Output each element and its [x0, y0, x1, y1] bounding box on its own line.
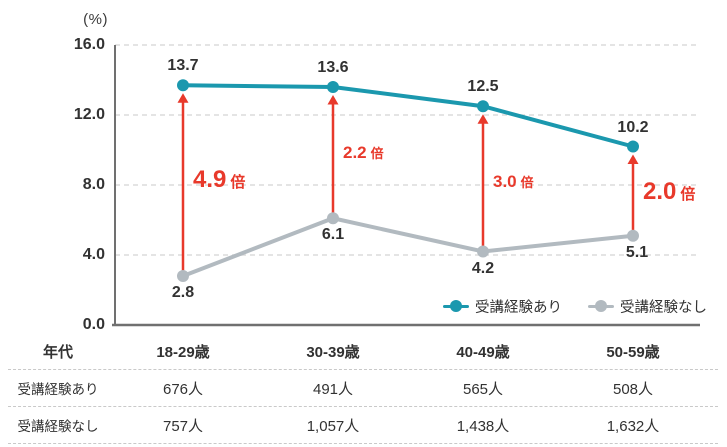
table-header-cell: 50-59歳: [606, 343, 660, 361]
data-point: [177, 270, 189, 282]
ratio-value: 3.0: [493, 172, 517, 191]
ratio-arrow-head: [327, 95, 339, 105]
table-row: 受講経験あり 676人 491人 565人 508人: [8, 370, 718, 407]
table-cell: 508人: [612, 380, 654, 398]
table-row: 受講経験なし 757人 1,057人 1,438人 1,632人: [8, 407, 718, 444]
table-cell: 565人: [462, 380, 504, 398]
y-axis-tick-label: 0.0: [82, 316, 105, 333]
series-line: [181, 83, 635, 149]
data-point: [477, 245, 489, 258]
table-header-cell: 40-49歳: [456, 343, 510, 361]
ratio-annotation: 2.0 倍: [643, 180, 695, 204]
point-value-label: 10.2: [617, 118, 649, 136]
ratio-annotation: 4.9 倍: [193, 168, 245, 192]
line-chart-canvas: [112, 44, 700, 327]
y-axis-tick-label: 8.0: [82, 176, 105, 193]
table-header-cell: 18-29歳: [156, 343, 210, 361]
series-line: [181, 216, 635, 278]
point-value-label: 2.8: [171, 284, 195, 301]
y-axis-tick-label: 12.0: [73, 106, 105, 123]
table-cell: 757人: [162, 417, 204, 435]
point-value-label: 13.6: [317, 59, 349, 76]
sample-size-table: 年代 18-29歳 30-39歳 40-49歳 50-59歳受講経験あり 676人 491人…: [8, 333, 718, 444]
ratio-suffix: 倍: [370, 146, 384, 161]
legend-line-dot-icon: [588, 300, 614, 312]
table-cell: 1,438人: [456, 417, 510, 435]
data-point: [327, 81, 339, 93]
table-row-label: 受講経験あり: [17, 382, 99, 397]
ratio-annotation: 2.2 倍: [343, 144, 384, 161]
table-cell: 1,632人: [606, 417, 660, 435]
point-value-label: 5.1: [625, 243, 649, 261]
point-value-label: 6.1: [321, 226, 345, 244]
point-value-label: 4.2: [471, 259, 495, 277]
data-point: [177, 79, 189, 92]
data-point: [627, 229, 639, 242]
legend-label: 受講経験あり: [475, 299, 562, 316]
y-axis-tick-label: 4.0: [82, 246, 105, 263]
point-value-label: 13.7: [167, 57, 199, 75]
table-cell: 676人: [162, 380, 204, 398]
table-header-cell: 30-39歳: [306, 343, 360, 361]
ratio-suffix: 倍: [520, 175, 534, 190]
data-point: [477, 100, 489, 113]
chart-legend: 受講経験あり 受講経験なし: [443, 296, 707, 316]
legend-item-with-experience: 受講経験あり: [443, 296, 562, 317]
data-point: [327, 212, 339, 225]
y-axis-tick-label: 16.0: [73, 36, 105, 53]
y-axis-unit-label: (%): [83, 11, 108, 28]
ratio-arrow-head: [477, 114, 489, 124]
legend-item-without-experience: 受講経験なし: [588, 296, 707, 317]
ratio-arrow-head: [627, 154, 639, 164]
legend-label: 受講経験なし: [620, 299, 707, 316]
table-header-row: 年代 18-29歳 30-39歳 40-49歳 50-59歳: [8, 333, 718, 370]
legend-line-dot-icon: [443, 300, 469, 312]
ratio-value: 2.0: [643, 178, 677, 205]
ratio-suffix: 倍: [230, 174, 246, 191]
table-cell: 1,057人: [306, 417, 360, 435]
data-point: [627, 140, 639, 153]
table-row-label: 受講経験なし: [17, 419, 99, 434]
table-header-cell: 年代: [42, 343, 73, 361]
table-cell: 491人: [312, 380, 354, 398]
ratio-arrow-head: [177, 93, 189, 103]
ratio-annotation: 3.0 倍: [493, 173, 534, 190]
point-value-label: 12.5: [467, 78, 499, 96]
ratio-suffix: 倍: [680, 186, 696, 203]
ratio-value: 2.2: [343, 143, 367, 162]
ratio-value: 4.9: [193, 166, 227, 193]
